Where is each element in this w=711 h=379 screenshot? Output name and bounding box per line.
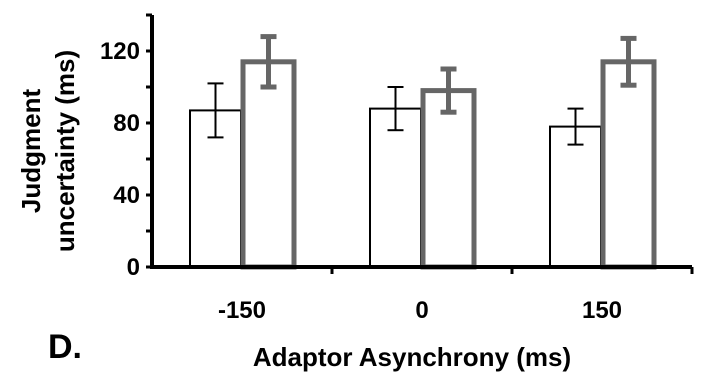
y-tick-label: 80 (113, 110, 140, 137)
bar-series-2--150 (240, 59, 297, 270)
x-axis-title: Adaptor Asynchrony (ms) (253, 342, 571, 372)
axes-group (146, 13, 694, 274)
y-axis-title-line-2: uncertainty (ms) (50, 50, 80, 252)
tick-labels-group: -150 0 150 0 40 80 120 (100, 38, 622, 324)
y-tick-label: 120 (100, 38, 140, 65)
bars-group (189, 59, 657, 270)
bar-series-1-150 (549, 125, 602, 268)
y-tick-label: 40 (113, 182, 140, 209)
x-tick-label: 0 (415, 297, 428, 324)
x-tick-label: 150 (582, 297, 622, 324)
panel-label: D. (48, 328, 82, 366)
bar-series-2-150 (600, 59, 657, 270)
error-bars-group (207, 34, 637, 146)
bar-series-1-0 (369, 107, 422, 268)
y-tick-label: 0 (127, 254, 140, 281)
bar-series-2-0 (420, 88, 477, 270)
x-tick-label: -150 (218, 297, 266, 324)
y-axis-title-line-1: Judgment (16, 89, 46, 214)
